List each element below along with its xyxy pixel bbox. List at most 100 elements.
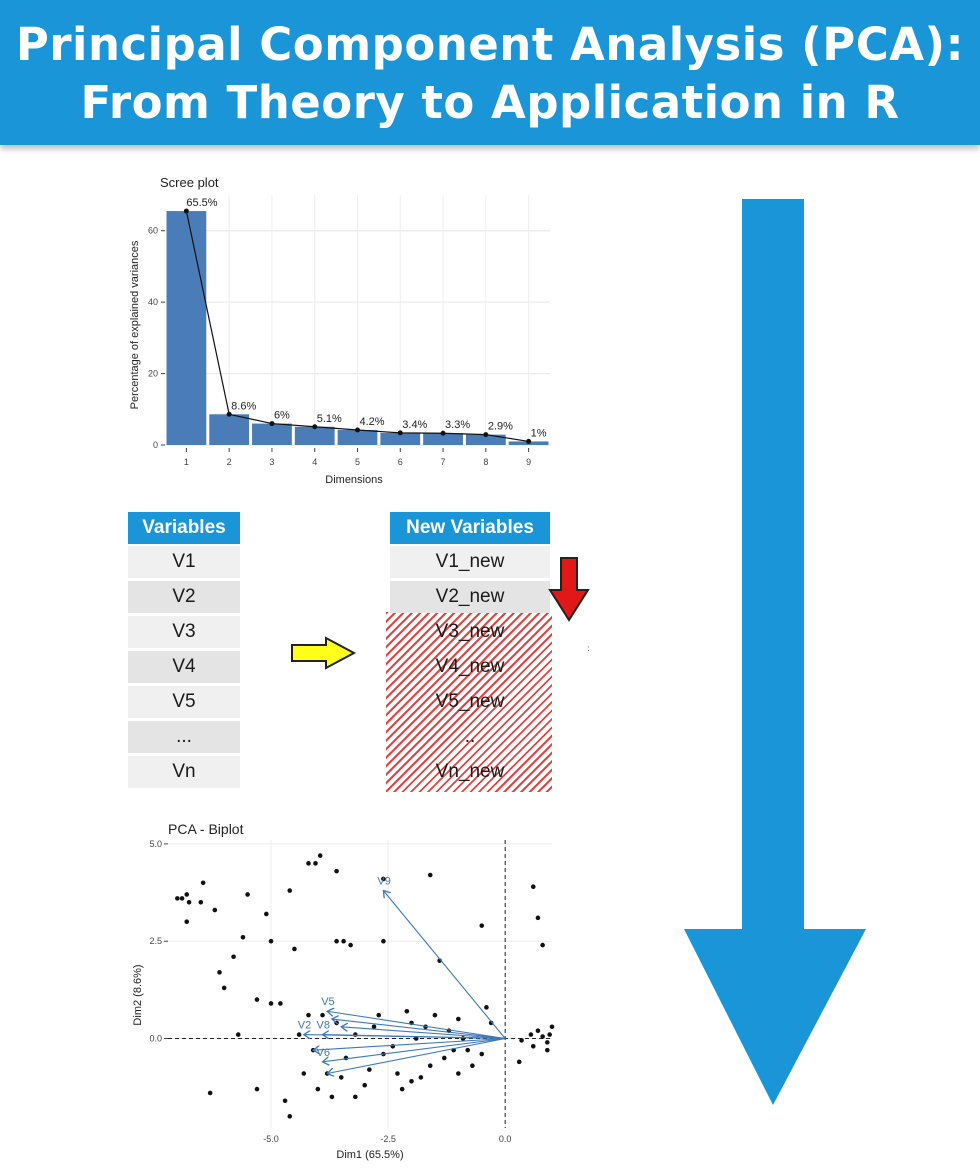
biplot-loading-arrow xyxy=(383,891,506,1039)
biplot-point xyxy=(254,997,260,1002)
biplot-point xyxy=(334,938,339,944)
biplot-points xyxy=(175,853,555,1119)
new-variable-cell: V1_new xyxy=(390,546,550,578)
variable-cell: V3 xyxy=(128,616,240,648)
biplot-point xyxy=(395,1071,400,1076)
biplot-point xyxy=(301,1071,307,1076)
scree-data-label: 1% xyxy=(531,427,547,439)
biplot-point xyxy=(198,899,204,905)
scree-line xyxy=(183,208,532,444)
biplot-axes: -5.0 -2.5 0.0 0.0 2.5 5.0 xyxy=(149,839,511,1144)
scree-point xyxy=(483,432,489,438)
variable-cell: ... xyxy=(128,721,240,753)
biplot-point xyxy=(313,861,318,866)
scree-x-tick-label: 5 xyxy=(355,457,360,467)
biplot-x-tick-label: 0.0 xyxy=(499,1134,512,1144)
biplot-point xyxy=(235,1032,241,1037)
new-variables-header: New Variables xyxy=(390,512,550,544)
biplot-loading-label: V8 xyxy=(317,1020,330,1032)
biplot-point xyxy=(418,1075,424,1080)
biplot-point xyxy=(348,942,353,948)
variable-cell: V4 xyxy=(128,651,240,683)
scree-point xyxy=(183,208,189,214)
scree-x-tick-label: 7 xyxy=(441,457,446,467)
biplot-point xyxy=(549,1024,555,1030)
biplot-point xyxy=(530,884,536,890)
scree-y-tick-label: 60 xyxy=(148,226,158,236)
biplot-point xyxy=(381,876,386,882)
yellow-right-arrow-icon xyxy=(291,636,357,670)
biplot-loading-arrow xyxy=(327,1011,506,1040)
biplot-point xyxy=(409,1078,414,1084)
biplot-point xyxy=(381,938,386,944)
biplot-point xyxy=(264,911,269,917)
scree-x-tick-label: 2 xyxy=(227,457,232,467)
biplot-point xyxy=(268,1001,274,1006)
biplot-point xyxy=(184,919,190,925)
biplot-title: PCA - Biplot xyxy=(168,821,244,837)
scree-data-label: 5.1% xyxy=(317,413,342,425)
biplot-point xyxy=(441,1055,447,1061)
scree-axes: 0 20 40 60 1 2 3 4 5 6 7 8 9 xyxy=(148,226,531,467)
scree-x-tick-label: 8 xyxy=(483,457,488,467)
biplot-point xyxy=(268,938,274,944)
scree-point xyxy=(355,427,360,433)
biplot-point xyxy=(240,934,246,940)
new-variable-cell-discarded: V4_new xyxy=(435,656,505,677)
scree-x-tick-label: 4 xyxy=(312,457,317,467)
stray-mark: : xyxy=(587,644,591,654)
scree-data-labels: 65.5% 8.6% 6% 5.1% 4.2% 3.4% 3.3% 2.9% 1% xyxy=(186,197,546,439)
biplot-point xyxy=(362,1082,367,1088)
biplot-point xyxy=(200,880,206,886)
scree-data-label: 2.9% xyxy=(488,421,513,433)
scree-x-label: Dimensions xyxy=(325,474,383,486)
scree-data-label: 3.3% xyxy=(445,419,470,431)
biplot-point xyxy=(292,946,297,952)
biplot-point xyxy=(516,1059,522,1065)
scree-point xyxy=(226,411,232,417)
new-variables-table: New Variables V1_new V2_new V3_new V4_ne… xyxy=(390,512,550,791)
biplot-point xyxy=(390,1043,396,1049)
biplot-point xyxy=(519,1038,524,1043)
biplot-loading-arrow xyxy=(341,1027,506,1040)
biplot-point xyxy=(231,954,236,960)
biplot-loading-label: V2 xyxy=(298,1020,311,1032)
scree-bar xyxy=(166,211,207,445)
biplot-point xyxy=(179,896,185,901)
biplot-point xyxy=(456,1016,461,1022)
biplot-point xyxy=(329,1094,335,1100)
biplot-point xyxy=(287,1114,293,1119)
biplot-loading-arrows: V9 V5 V2 V8 V6 xyxy=(298,876,506,1074)
biplot-point xyxy=(353,1032,358,1037)
biplot-point xyxy=(338,1075,344,1080)
scree-bars xyxy=(166,211,549,445)
variable-cell: Vn xyxy=(128,756,240,788)
scree-x-tick-label: 9 xyxy=(526,457,531,467)
biplot-point xyxy=(530,1043,536,1049)
page-title-line-1: Principal Component Analysis (PCA): xyxy=(15,18,965,71)
biplot-point xyxy=(427,872,433,878)
scree-y-tick-label: 40 xyxy=(148,297,158,307)
biplot-point xyxy=(282,1098,288,1104)
biplot-reference-lines xyxy=(168,840,552,1128)
scree-y-label: Percentage of explained variances xyxy=(129,240,141,409)
biplot-x-label: Dim1 (65.5%) xyxy=(336,1149,403,1161)
biplot-point xyxy=(535,1028,541,1034)
scree-bar xyxy=(294,426,335,445)
scree-point xyxy=(440,430,446,436)
scree-point xyxy=(397,430,403,436)
biplot-point xyxy=(545,1040,550,1045)
variable-cell: V2 xyxy=(128,581,240,613)
variables-header: Variables xyxy=(128,512,240,544)
scree-x-tick-label: 6 xyxy=(398,457,403,467)
biplot-x-tick-label: -2.5 xyxy=(380,1134,396,1144)
biplot-point xyxy=(212,907,218,913)
biplot-point xyxy=(245,892,250,897)
biplot-point xyxy=(399,1086,405,1092)
biplot-point xyxy=(287,888,293,893)
biplot-point xyxy=(540,1034,545,1039)
scree-x-tick-label: 3 xyxy=(269,457,274,467)
biplot-point xyxy=(404,1008,410,1014)
biplot-loading-label: V6 xyxy=(317,1047,330,1059)
